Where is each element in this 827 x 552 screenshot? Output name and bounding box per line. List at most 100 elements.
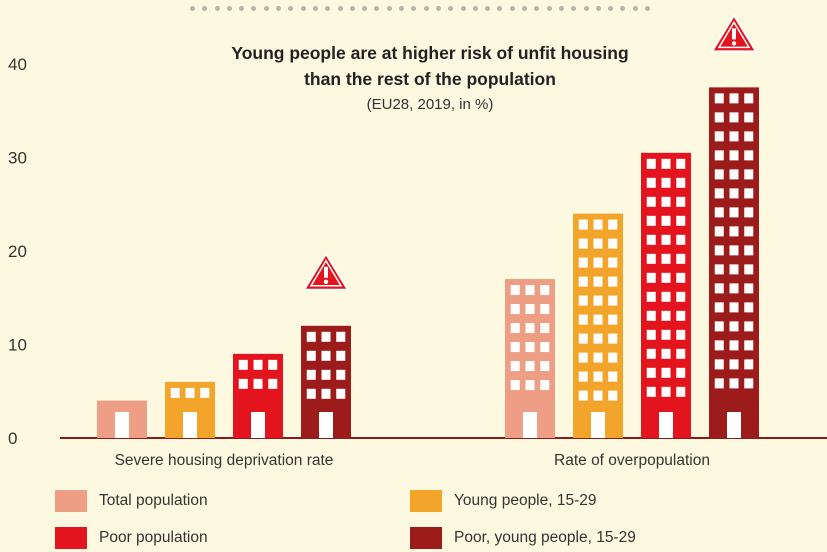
chart-title-line1: Young people are at higher risk of unfit… xyxy=(231,43,629,63)
bar-window xyxy=(608,295,618,306)
bar-window xyxy=(661,310,671,321)
decorative-dot xyxy=(300,6,306,11)
bar-window xyxy=(238,378,248,389)
decorative-dot xyxy=(399,6,405,11)
bar-window xyxy=(661,386,671,397)
decorative-dot xyxy=(608,6,614,11)
warning-exclamation-bar xyxy=(324,266,328,278)
bar-window xyxy=(714,283,724,294)
warning-triangle-inner-outline xyxy=(309,259,343,287)
bar-window xyxy=(744,207,754,218)
bar-window xyxy=(593,333,603,344)
bar-window xyxy=(714,245,724,256)
bar-window xyxy=(661,234,671,245)
bar-window xyxy=(646,158,656,169)
bar-window xyxy=(661,348,671,359)
bar-window xyxy=(336,350,346,361)
bar-door xyxy=(319,412,333,438)
legend-item-poor-population: Poor population xyxy=(55,527,208,549)
category-label: Rate of overpopulation xyxy=(554,452,710,469)
bar-window xyxy=(578,314,588,325)
bar-window xyxy=(608,333,618,344)
bar-window xyxy=(714,150,724,161)
bar-window xyxy=(661,158,671,169)
y-tick-label: 0 xyxy=(8,429,17,448)
bar-window xyxy=(540,285,550,296)
decorative-dot xyxy=(411,6,417,11)
legend-item-total-population: Total population xyxy=(55,490,208,512)
bar-door xyxy=(591,412,605,438)
bar-window xyxy=(744,150,754,161)
bar-window xyxy=(608,257,618,268)
bar-window xyxy=(646,196,656,207)
decorative-dot xyxy=(312,6,318,11)
decorative-dot xyxy=(337,6,343,11)
bar-window xyxy=(646,234,656,245)
warning-exclamation-dot xyxy=(731,41,737,46)
legend-swatch xyxy=(410,490,442,512)
bar-window xyxy=(744,302,754,313)
bar-window xyxy=(578,257,588,268)
bar-window xyxy=(608,219,618,230)
bar-window xyxy=(714,131,724,142)
bar-window xyxy=(593,371,603,382)
bar-window xyxy=(714,226,724,237)
warning-triangle-icon xyxy=(303,252,349,291)
bar-door xyxy=(183,412,197,438)
decorative-dot xyxy=(202,6,208,11)
bar-window xyxy=(336,388,346,399)
bar-window xyxy=(729,150,739,161)
bar-window xyxy=(676,367,686,378)
bar-window xyxy=(578,352,588,363)
bar-window xyxy=(608,371,618,382)
decorative-dot xyxy=(448,6,454,11)
bar-window xyxy=(744,188,754,199)
bar-window xyxy=(540,304,550,315)
legend-item-young-people: Young people, 15-29 xyxy=(410,490,597,512)
decorative-dot xyxy=(325,6,331,11)
bar-window xyxy=(729,340,739,351)
decorative-dot xyxy=(226,6,232,11)
decorative-dot xyxy=(595,6,601,11)
bar-window xyxy=(593,295,603,306)
bar-window xyxy=(306,331,316,342)
bar-window xyxy=(676,215,686,226)
legend-label: Young people, 15-29 xyxy=(454,492,597,509)
bar-window xyxy=(646,329,656,340)
bar-window xyxy=(744,245,754,256)
bar-window xyxy=(540,323,550,334)
bar-window xyxy=(729,93,739,104)
bar-window xyxy=(714,169,724,180)
bar-window xyxy=(540,361,550,372)
bar-window xyxy=(578,390,588,401)
decorative-dot xyxy=(460,6,466,11)
warning-triangle-icon xyxy=(711,14,757,53)
bar-window xyxy=(676,310,686,321)
decorative-dot xyxy=(558,6,564,11)
bar-window xyxy=(646,310,656,321)
bar-window xyxy=(593,238,603,249)
bar-window xyxy=(714,359,724,370)
bar-window xyxy=(593,390,603,401)
bar-window xyxy=(744,169,754,180)
bar-window xyxy=(729,283,739,294)
bar-window xyxy=(729,245,739,256)
decorative-dot xyxy=(534,6,540,11)
y-tick-label: 20 xyxy=(8,242,27,261)
bar-window xyxy=(185,387,195,398)
bar-window xyxy=(170,387,180,398)
category-label: Severe housing deprivation rate xyxy=(115,452,334,469)
bar-window xyxy=(646,215,656,226)
decorative-dot xyxy=(239,6,245,11)
bar-window xyxy=(306,350,316,361)
warning-exclamation-bar xyxy=(732,28,736,40)
bar-window xyxy=(676,253,686,264)
bar-door xyxy=(115,412,129,438)
bar-window xyxy=(608,238,618,249)
bar-window xyxy=(253,378,263,389)
bar-window xyxy=(676,234,686,245)
y-tick-label: 40 xyxy=(8,55,27,74)
bar-window xyxy=(525,342,535,353)
bar-window xyxy=(729,378,739,389)
bar-window xyxy=(200,387,210,398)
